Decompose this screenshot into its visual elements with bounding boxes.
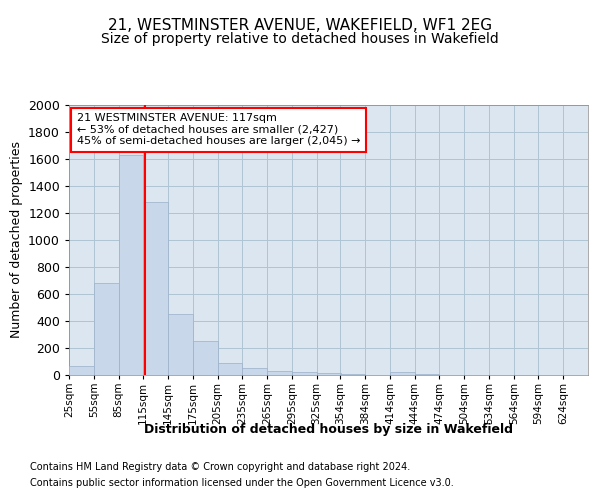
- Text: 21 WESTMINSTER AVENUE: 117sqm
← 53% of detached houses are smaller (2,427)
45% o: 21 WESTMINSTER AVENUE: 117sqm ← 53% of d…: [77, 113, 360, 146]
- Text: Distribution of detached houses by size in Wakefield: Distribution of detached houses by size …: [145, 422, 513, 436]
- Text: Contains HM Land Registry data © Crown copyright and database right 2024.: Contains HM Land Registry data © Crown c…: [30, 462, 410, 472]
- Bar: [143, 202, 168, 375]
- Bar: [94, 283, 119, 375]
- Bar: [119, 155, 143, 375]
- Bar: [317, 373, 341, 375]
- Text: 21, WESTMINSTER AVENUE, WAKEFIELD, WF1 2EG: 21, WESTMINSTER AVENUE, WAKEFIELD, WF1 2…: [108, 18, 492, 32]
- Y-axis label: Number of detached properties: Number of detached properties: [10, 142, 23, 338]
- Bar: [168, 314, 193, 375]
- Bar: [415, 374, 439, 375]
- Bar: [242, 368, 267, 375]
- Bar: [193, 341, 218, 375]
- Text: Size of property relative to detached houses in Wakefield: Size of property relative to detached ho…: [101, 32, 499, 46]
- Bar: [267, 371, 292, 375]
- Bar: [340, 374, 365, 375]
- Bar: [292, 372, 317, 375]
- Bar: [390, 372, 415, 375]
- Bar: [69, 366, 94, 375]
- Bar: [218, 363, 242, 375]
- Text: Contains public sector information licensed under the Open Government Licence v3: Contains public sector information licen…: [30, 478, 454, 488]
